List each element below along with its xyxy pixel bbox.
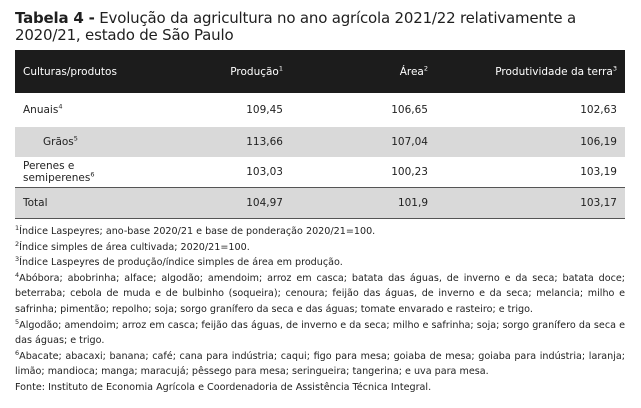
footnote: 1Índice Laspeyres; ano-base 2020/21 e ba… <box>15 223 376 237</box>
header-producao: Produção1 <box>230 64 283 78</box>
source-note: Fonte: Instituto de Economia Agrícola e … <box>15 381 432 393</box>
row-label: Perenes e semiperenes6 <box>23 160 95 184</box>
table-row-graos: Grãos5 113,66 107,04 106,19 <box>15 127 625 157</box>
footnote: 6Abacate; abacaxi; banana; café; cana pa… <box>15 348 625 378</box>
cell-producao: 103,03 <box>246 166 283 178</box>
footnote: 2Índice simples de área cultivada; 2020/… <box>15 239 250 253</box>
table-title-prefix: Tabela 4 - <box>15 9 95 27</box>
row-label: Grãos5 <box>15 127 138 157</box>
row-label: Total <box>15 187 138 219</box>
cell-area: 107,04 <box>291 127 436 157</box>
cell-produtividade: 103,17 <box>436 187 625 219</box>
header-produtividade: Produtividade da terra3 <box>495 64 617 78</box>
cell-producao: 109,45 <box>246 104 283 116</box>
footnote: 4Abóbora; abobrinha; alface; algodão; am… <box>15 270 625 315</box>
footnotes: 1Índice Laspeyres; ano-base 2020/21 e ba… <box>15 224 625 396</box>
agriculture-table: Culturas/produtos Produção1 Área2 Produt… <box>15 50 625 219</box>
cell-produtividade: 103,19 <box>580 166 617 178</box>
table-row-anuais: Anuais4 109,45 106,65 102,63 <box>15 93 625 127</box>
row-label: Anuais4 <box>23 102 63 116</box>
cell-producao: 113,66 <box>138 127 291 157</box>
cell-produtividade: 102,63 <box>580 104 617 116</box>
table-row-total: Total 104,97 101,9 103,17 <box>15 187 625 219</box>
cell-area: 100,23 <box>391 166 428 178</box>
header-culturas: Culturas/produtos <box>23 65 117 78</box>
cell-producao: 104,97 <box>138 187 291 219</box>
cell-area: 106,65 <box>391 104 428 116</box>
cell-area: 101,9 <box>291 187 436 219</box>
footnote: 3Índice Laspeyres de produção/índice sim… <box>15 255 343 269</box>
cell-produtividade: 106,19 <box>436 127 625 157</box>
header-area: Área2 <box>399 64 428 78</box>
table-header-row: Culturas/produtos Produção1 Área2 Produt… <box>15 50 625 93</box>
footnote: 5Algodão; amendoim; arroz em casca; feij… <box>15 317 625 347</box>
table-row-perenes: Perenes e semiperenes6 103,03 100,23 103… <box>15 157 625 188</box>
table-title-text: Evolução da agricultura no ano agrícola … <box>15 9 576 44</box>
table-title: Tabela 4 - Evolução da agricultura no an… <box>15 10 629 44</box>
